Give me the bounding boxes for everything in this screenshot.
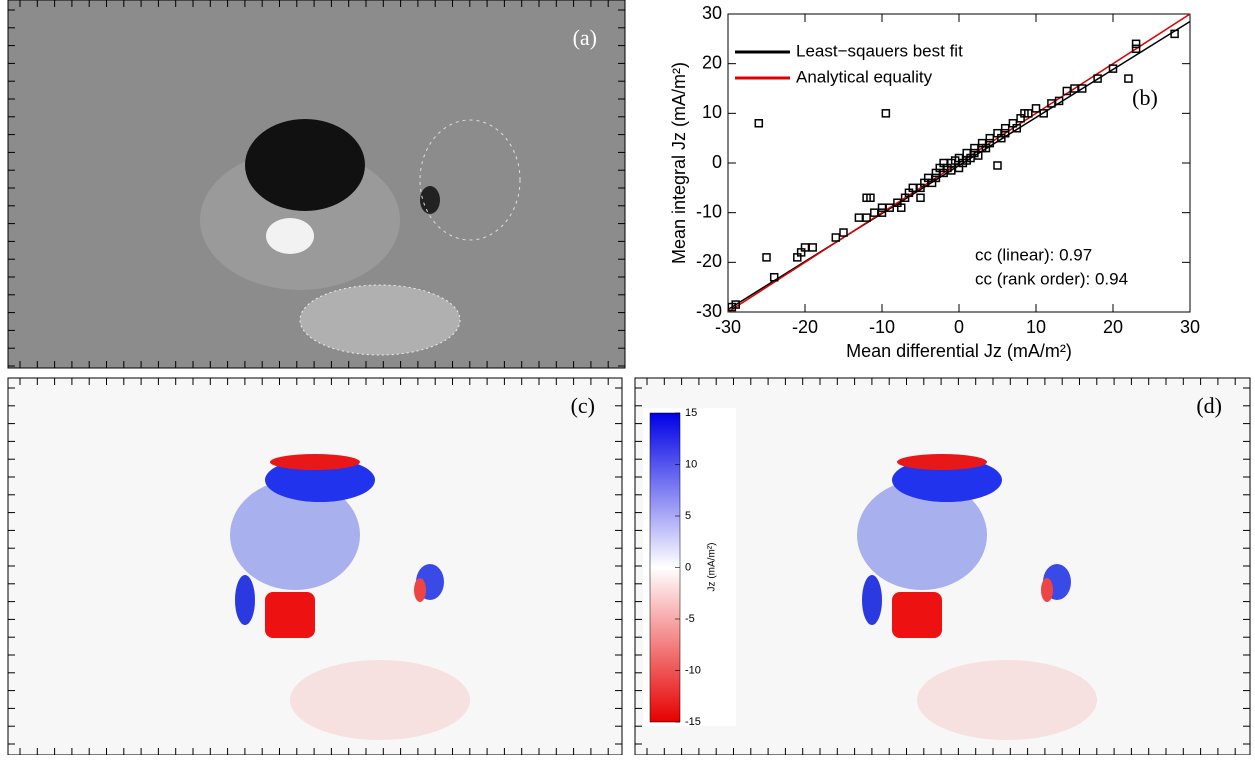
y-tick-label: -30	[696, 301, 722, 321]
scatter-point	[831, 233, 841, 242]
x-tick-label: 30	[1180, 317, 1200, 337]
scatter-point	[877, 208, 887, 217]
scatter-point	[1039, 109, 1048, 118]
colorbar-tick-label: 0	[685, 561, 691, 573]
scatter-point	[1024, 109, 1033, 118]
x-tick-label: 10	[1026, 317, 1046, 337]
scatter-point	[1131, 39, 1141, 49]
scatter-point	[985, 133, 995, 143]
scatter-point	[1077, 84, 1087, 93]
scatter-point	[754, 119, 764, 128]
scatter-point	[1012, 123, 1021, 133]
x-tick-label: 0	[954, 317, 964, 337]
panel-label: (c)	[571, 393, 595, 418]
panel-a-image	[7, 0, 626, 369]
scatter-point	[897, 203, 906, 212]
x-axis-label: Mean differential Jz (mA/m²)	[846, 341, 1072, 361]
panel-label: (a)	[573, 25, 597, 50]
scatter-point	[762, 253, 771, 262]
scatter-point	[993, 161, 1002, 170]
y-tick-label: 20	[702, 52, 722, 72]
scatter-point	[839, 228, 848, 237]
scatter-point	[1093, 74, 1102, 83]
x-tick-label: -20	[792, 317, 818, 337]
scatter-point	[881, 109, 891, 118]
colorbar-tick-label: 15	[685, 407, 697, 419]
scatter-point	[1000, 128, 1010, 138]
x-tick-label: 20	[1103, 317, 1123, 337]
legend-label: Least−sqauers best fit	[796, 41, 963, 60]
panel-c-image	[7, 377, 623, 756]
colorbar-tick-label: 5	[685, 510, 691, 522]
scatter-point	[866, 193, 875, 203]
scatter-point	[1031, 104, 1041, 113]
colorbar-tick-label: -15	[685, 716, 701, 728]
scatter-point	[1170, 29, 1179, 39]
y-tick-label: -20	[696, 251, 722, 271]
y-tick-label: 10	[702, 102, 722, 122]
x-tick-label: -10	[869, 317, 895, 337]
scatter-point	[1000, 123, 1010, 133]
scatter-point	[862, 213, 871, 222]
panel-label: (b)	[1132, 85, 1158, 110]
annotation: cc (linear): 0.97	[975, 245, 1092, 264]
y-tick-label: 30	[702, 3, 722, 23]
legend-label: Analytical equality	[796, 67, 933, 86]
scatter-point	[1131, 44, 1141, 54]
scatter-point	[1124, 74, 1133, 83]
panel-d-image	[634, 377, 1251, 756]
scatter-point	[731, 300, 740, 309]
scatter-point	[916, 193, 925, 203]
annotation: cc (rank order): 0.94	[975, 269, 1128, 288]
colorbar-tick-label: -5	[685, 613, 695, 625]
scatter-point	[1054, 96, 1064, 106]
y-tick-label: -10	[696, 201, 722, 221]
scatter-point	[985, 138, 995, 148]
colorbar-tick-label: -10	[685, 664, 701, 676]
scatter-point	[796, 248, 806, 257]
scatter-point	[931, 173, 941, 183]
scatter-point	[970, 143, 979, 153]
panel-label: (d)	[1196, 393, 1222, 418]
scatter-point	[808, 243, 817, 252]
scatter-point	[769, 272, 779, 282]
colorbar-tick-label: 10	[685, 458, 697, 470]
colorbar-label: Jz (mA/m²)	[707, 543, 718, 592]
scatter-point	[877, 203, 887, 212]
x-tick-label: -30	[715, 317, 741, 337]
scatter-point	[1108, 64, 1118, 73]
y-axis-label: Mean integral Jz (mA/m²)	[669, 62, 689, 264]
scatter-point	[854, 213, 864, 222]
y-tick-label: 0	[712, 152, 722, 172]
scatter-point	[870, 208, 879, 217]
scatter-point	[885, 203, 894, 212]
